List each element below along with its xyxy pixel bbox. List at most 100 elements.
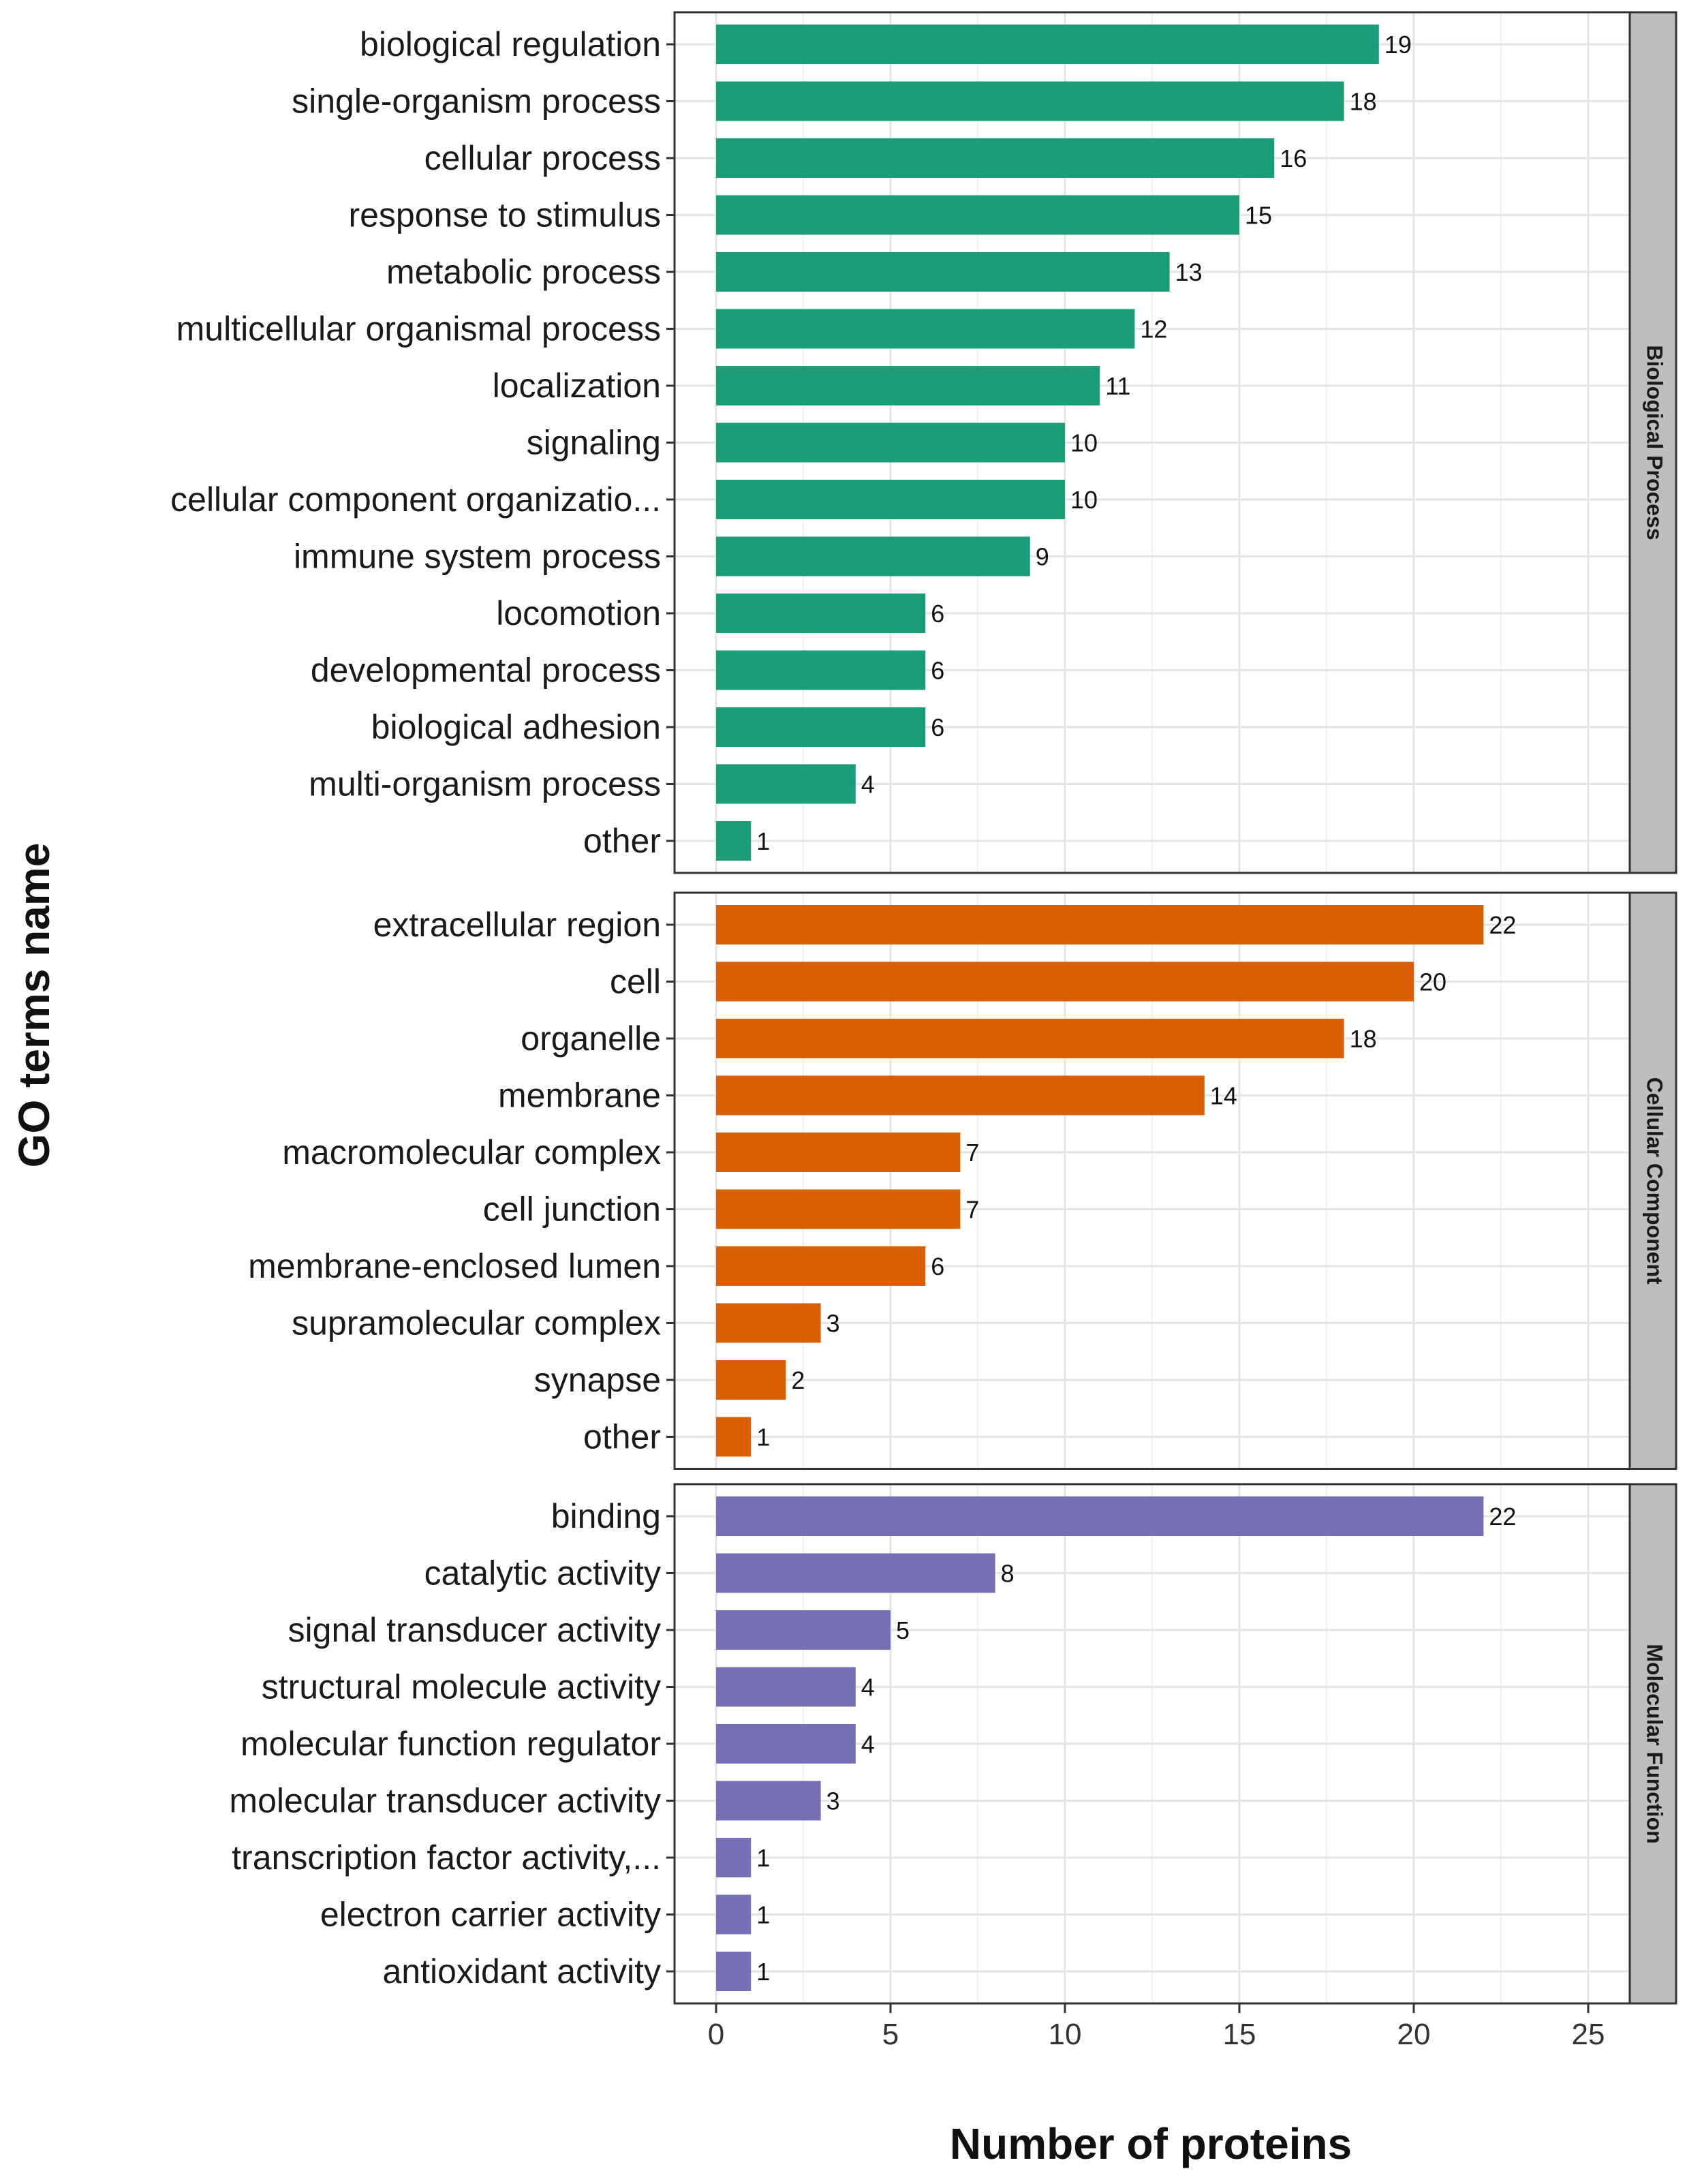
category-label: signaling <box>527 424 661 462</box>
value-label: 6 <box>931 600 944 628</box>
category-label: extracellular region <box>373 906 661 944</box>
category-label: multicellular organismal process <box>176 310 661 348</box>
bar-biological-process <box>716 821 752 861</box>
value-label: 20 <box>1419 968 1446 996</box>
value-label: 1 <box>756 827 770 855</box>
category-label: organelle <box>521 1019 661 1058</box>
category-label: metabolic process <box>386 253 661 291</box>
category-label: biological adhesion <box>371 708 661 746</box>
x-tick-label: 10 <box>1049 2018 1082 2051</box>
value-label: 10 <box>1070 429 1098 457</box>
bar-cellular-component <box>716 1246 926 1286</box>
category-label: molecular transducer activity <box>229 1782 661 1820</box>
bar-biological-process <box>716 422 1065 463</box>
value-label: 10 <box>1070 486 1098 514</box>
value-label: 18 <box>1350 88 1377 116</box>
category-label: catalytic activity <box>424 1554 661 1593</box>
facet-strip <box>1628 11 1677 874</box>
value-label: 15 <box>1245 202 1272 230</box>
value-label: 3 <box>826 1310 840 1338</box>
bar-biological-process <box>716 195 1239 235</box>
category-label: biological regulation <box>360 25 661 63</box>
bar-molecular-function <box>716 1952 752 1991</box>
bar-biological-process <box>716 764 856 804</box>
value-label: 7 <box>965 1139 979 1167</box>
value-label: 18 <box>1350 1025 1377 1053</box>
category-label: binding <box>551 1497 661 1535</box>
category-label: developmental process <box>311 651 661 690</box>
facet-label: Biological Process <box>1643 345 1667 540</box>
value-label: 7 <box>965 1196 979 1224</box>
value-label: 6 <box>931 657 944 685</box>
bar-cellular-component <box>716 1303 821 1343</box>
facet-strip <box>1628 891 1677 1470</box>
bar-biological-process <box>716 594 926 633</box>
bar-cellular-component <box>716 1019 1344 1058</box>
category-label: other <box>583 822 661 860</box>
bar-biological-process <box>716 650 926 690</box>
category-label: response to stimulus <box>348 196 661 234</box>
category-label: immune system process <box>294 538 661 576</box>
category-label: molecular function regulator <box>241 1725 661 1763</box>
bar-cellular-component <box>716 1189 961 1229</box>
category-label: multi-organism process <box>309 765 661 803</box>
bar-biological-process <box>716 707 926 747</box>
category-label: macromolecular complex <box>282 1133 661 1171</box>
value-label: 22 <box>1489 1503 1516 1531</box>
bar-biological-process <box>716 138 1275 178</box>
value-label: 11 <box>1105 372 1130 400</box>
category-label: supramolecular complex <box>292 1304 661 1342</box>
category-label: localization <box>493 367 661 405</box>
category-label: cell junction <box>483 1190 661 1229</box>
bar-biological-process <box>716 480 1065 519</box>
x-tick-label: 0 <box>708 2018 724 2051</box>
value-label: 4 <box>861 1674 875 1702</box>
bar-cellular-component <box>716 905 1484 944</box>
bar-molecular-function <box>716 1724 856 1764</box>
bar-molecular-function <box>716 1894 752 1935</box>
category-label: synapse <box>534 1361 661 1399</box>
value-label: 4 <box>861 771 875 799</box>
category-label: cellular component organizatio... <box>170 480 661 519</box>
value-label: 8 <box>1001 1560 1015 1588</box>
category-label: membrane <box>498 1077 661 1115</box>
bar-cellular-component <box>716 1133 961 1172</box>
bar-biological-process <box>716 25 1379 64</box>
value-label: 3 <box>826 1787 840 1815</box>
value-label: 1 <box>756 1901 770 1929</box>
value-label: 19 <box>1384 31 1412 59</box>
x-tick-label: 20 <box>1397 2018 1431 2051</box>
value-label: 4 <box>861 1730 875 1758</box>
bar-biological-process <box>716 536 1030 576</box>
bar-molecular-function <box>716 1838 752 1877</box>
value-label: 13 <box>1175 258 1203 286</box>
bar-biological-process <box>716 252 1170 292</box>
bar-molecular-function <box>716 1667 856 1707</box>
bar-cellular-component <box>716 1417 752 1457</box>
x-tick-label: 25 <box>1572 2018 1605 2051</box>
bar-biological-process <box>716 81 1344 121</box>
bar-cellular-component <box>716 1360 786 1400</box>
bar-biological-process <box>716 366 1100 405</box>
facet-strip <box>1628 1483 1677 2005</box>
facet-label: Molecular Function <box>1643 1644 1667 1843</box>
bar-molecular-function <box>716 1610 891 1650</box>
value-label: 12 <box>1140 316 1167 343</box>
value-label: 1 <box>756 1958 770 1986</box>
value-label: 1 <box>756 1844 770 1872</box>
bar-molecular-function <box>716 1781 821 1821</box>
category-label: cellular process <box>424 139 661 177</box>
value-label: 9 <box>1036 543 1049 571</box>
category-label: transcription factor activity,... <box>232 1839 661 1877</box>
value-label: 14 <box>1210 1082 1237 1110</box>
bar-cellular-component <box>716 962 1414 1002</box>
x-tick-label: 5 <box>882 2018 899 2051</box>
category-label: cell <box>610 963 661 1001</box>
bar-molecular-function <box>716 1553 995 1593</box>
x-axis-title: Number of proteins <box>950 2119 1352 2168</box>
value-label: 22 <box>1489 911 1516 939</box>
value-label: 1 <box>756 1424 770 1451</box>
value-label: 16 <box>1280 144 1307 172</box>
category-label: locomotion <box>496 594 661 632</box>
